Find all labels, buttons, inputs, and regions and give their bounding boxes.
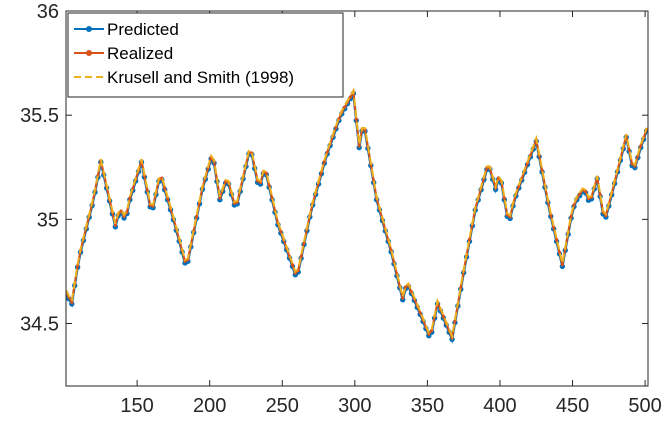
data-point-realized	[598, 193, 602, 197]
legend-box	[67, 12, 344, 98]
legend-label-predicted: Predicted	[107, 20, 179, 39]
data-point-realized	[639, 144, 643, 148]
data-point-realized	[467, 238, 472, 242]
x-tick-label: 200	[193, 395, 226, 417]
data-point-realized	[578, 192, 582, 196]
data-point-realized	[572, 203, 576, 207]
data-point-realized	[404, 285, 408, 289]
data-point-realized	[540, 168, 544, 172]
legend-label-krusell-and-smith-1998: Krusell and Smith (1998)	[107, 68, 294, 87]
x-tick-label: 400	[483, 395, 516, 417]
data-point-realized	[195, 214, 199, 219]
series-line-krusell-smith	[66, 87, 648, 340]
data-point-realized	[557, 250, 562, 254]
data-point-realized	[279, 229, 283, 234]
x-tick-label: 500	[628, 395, 661, 417]
data-point-realized	[70, 300, 74, 304]
axes-box	[65, 10, 649, 387]
data-point-realized	[218, 196, 222, 200]
y-tick-label: 34.5	[20, 314, 59, 336]
data-point-realized	[299, 255, 303, 259]
data-point-realized	[145, 188, 149, 192]
data-point-realized	[290, 263, 295, 267]
data-point-realized	[554, 238, 559, 242]
data-point-realized	[418, 311, 422, 315]
y-tick-label: 35.5	[20, 105, 59, 127]
data-point-realized	[113, 223, 117, 227]
y-tick-label: 36	[37, 1, 59, 23]
data-point-realized	[502, 196, 506, 200]
x-tick-label: 150	[120, 395, 153, 417]
data-point-realized	[630, 162, 634, 166]
data-point-realized	[552, 225, 556, 229]
data-point-realized	[354, 117, 358, 121]
legend-marker-realized	[86, 50, 92, 56]
y-tick-label: 35	[37, 209, 59, 231]
x-tick-label: 250	[266, 395, 299, 417]
data-point-realized	[163, 186, 167, 190]
data-point-realized	[441, 314, 445, 319]
x-tick-label: 350	[411, 395, 444, 417]
data-point-realized	[627, 148, 631, 152]
data-point-realized	[267, 184, 271, 188]
legend-marker-predicted	[86, 26, 92, 32]
x-tick-label: 300	[338, 395, 371, 417]
data-point-realized	[560, 263, 564, 267]
data-point-realized	[128, 196, 132, 200]
data-point-realized	[401, 296, 405, 300]
data-point-realized	[343, 105, 347, 109]
data-point-realized	[348, 95, 353, 99]
data-point-realized	[357, 144, 361, 148]
x-tick-label: 450	[556, 395, 589, 417]
legend-label-realized: Realized	[107, 44, 173, 63]
data-point-realized	[569, 214, 573, 219]
